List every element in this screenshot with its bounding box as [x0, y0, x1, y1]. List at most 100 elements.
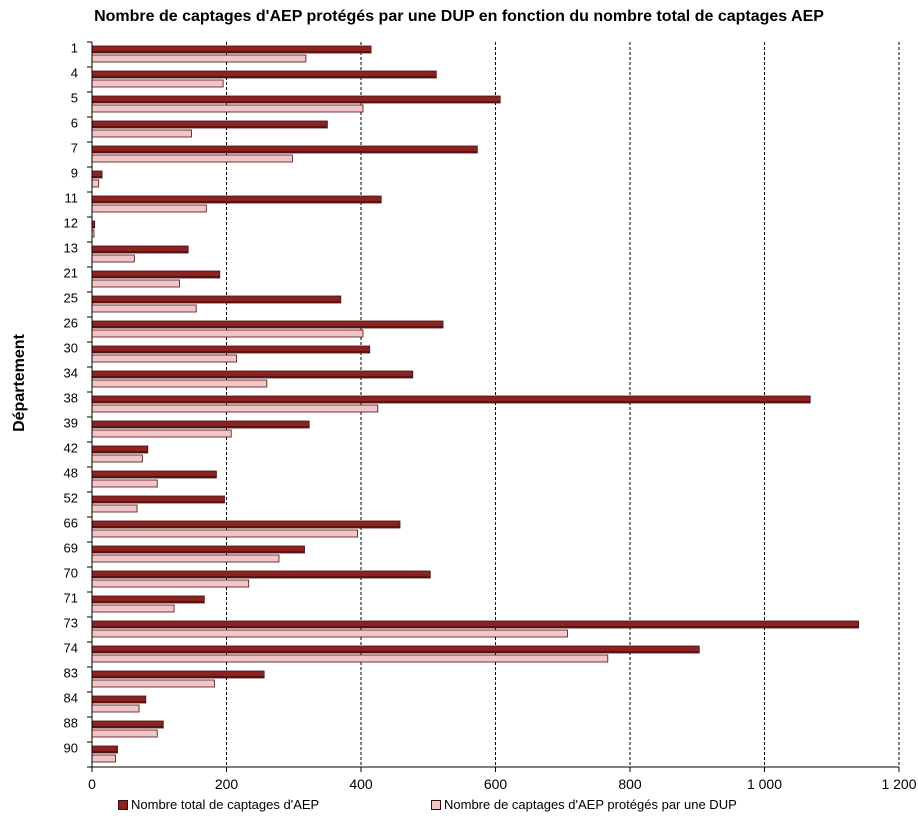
y-tick-label-26: 26 — [64, 316, 78, 331]
y-tick-label-4: 4 — [71, 66, 78, 81]
bar-dup-83 — [91, 679, 215, 688]
bar-total-shade-83 — [92, 676, 265, 678]
x-tick-label-400: 400 — [349, 776, 373, 792]
bar-total-shade-48 — [92, 476, 217, 478]
y-tick-label-38: 38 — [64, 391, 78, 406]
bars — [91, 45, 860, 763]
bar-dup-73 — [91, 629, 568, 638]
legend-item-dup: Nombre de captages d'AEP protégés par un… — [431, 797, 737, 812]
y-axis-title: Département — [11, 334, 28, 432]
x-tick-label-200: 200 — [215, 776, 239, 792]
x-tick-label-800: 800 — [618, 776, 642, 792]
bar-total-shade-1 — [92, 51, 372, 53]
y-tick-label-83: 83 — [64, 666, 78, 681]
y-tick-label-7: 7 — [71, 141, 78, 156]
legend-item-total: Nombre total de captages d'AEP — [118, 797, 319, 812]
y-tick-label-9: 9 — [71, 166, 78, 181]
legend-swatch-total — [118, 799, 128, 810]
y-tick-label-52: 52 — [64, 491, 78, 506]
y-tick-label-6: 6 — [71, 116, 78, 131]
bar-total-shade-42 — [92, 451, 148, 453]
bar-dup-26 — [91, 329, 364, 338]
bar-total-shade-4 — [92, 76, 437, 78]
bar-total-shade-12 — [92, 226, 95, 228]
bar-dup-90 — [91, 754, 116, 763]
bar-dup-5 — [91, 104, 364, 113]
bar-dup-11 — [91, 204, 207, 213]
bar-total-shade-9 — [92, 176, 103, 178]
bar-dup-48 — [91, 479, 158, 488]
tick-labels: 0 200 400 600 800 1 000 1 200 1 4 5 6 7 9 11 12 13 21 25 2… — [64, 41, 917, 793]
bar-total-shade-13 — [92, 251, 189, 253]
bar-dup-42 — [91, 454, 143, 463]
x-tick-label-0: 0 — [88, 776, 96, 792]
bar-total-shade-74 — [92, 651, 700, 653]
bar-total-shade-26 — [92, 326, 444, 328]
axes — [87, 41, 900, 772]
y-tick-label-74: 74 — [64, 641, 78, 656]
bar-total-shade-34 — [92, 376, 413, 378]
gridlines — [226, 42, 900, 767]
y-tick-label-39: 39 — [64, 416, 78, 431]
bar-dup-70 — [91, 579, 250, 588]
y-tick-label-30: 30 — [64, 341, 78, 356]
bar-dup-74 — [91, 654, 609, 663]
bar-dup-21 — [91, 279, 180, 288]
y-tick-label-11: 11 — [65, 191, 79, 206]
bar-total-shade-70 — [92, 576, 431, 578]
bar-total-shade-90 — [92, 751, 118, 753]
y-tick-label-73: 73 — [64, 616, 78, 631]
bar-dup-34 — [91, 379, 268, 388]
x-tick-label-1000: 1 000 — [747, 776, 782, 792]
bar-dup-71 — [91, 604, 175, 613]
y-tick-label-13: 13 — [64, 241, 78, 256]
y-tick-label-42: 42 — [64, 441, 78, 456]
bar-total-shade-73 — [92, 626, 859, 628]
bar-total-shade-52 — [92, 501, 225, 503]
bar-total-shade-69 — [92, 551, 305, 553]
bar-total-shade-7 — [92, 151, 478, 153]
bar-total-shade-88 — [92, 726, 164, 728]
bar-dup-84 — [91, 704, 140, 713]
bar-dup-6 — [91, 129, 192, 138]
bar-total-shade-38 — [92, 401, 811, 403]
bar-total-shade-84 — [92, 701, 146, 703]
legend-label-total: Nombre total de captages d'AEP — [131, 797, 320, 812]
bar-dup-52 — [91, 504, 138, 513]
bar-dup-1 — [91, 54, 307, 63]
bar-dup-9 — [91, 179, 100, 188]
y-tick-label-12: 12 — [64, 216, 78, 231]
y-tick-label-34: 34 — [64, 366, 78, 381]
bar-total-shade-21 — [92, 276, 220, 278]
chart-title: Nombre de captages d'AEP protégés par un… — [94, 8, 824, 25]
y-tick-label-1: 1 — [71, 41, 78, 56]
bar-dup-69 — [91, 554, 280, 563]
bar-total-shade-71 — [92, 601, 205, 603]
bar-dup-30 — [91, 354, 237, 363]
bar-dup-38 — [91, 404, 379, 413]
bar-dup-4 — [91, 79, 224, 88]
y-tick-label-5: 5 — [71, 91, 78, 106]
bar-dup-39 — [91, 429, 232, 438]
y-tick-label-69: 69 — [64, 541, 78, 556]
bar-total-shade-5 — [92, 101, 501, 103]
bar-total-shade-11 — [92, 201, 382, 203]
y-tick-label-70: 70 — [64, 566, 78, 581]
y-tick-label-25: 25 — [64, 291, 78, 306]
y-tick-label-84: 84 — [64, 691, 78, 706]
bar-dup-25 — [91, 304, 197, 313]
bar-dup-88 — [91, 729, 158, 738]
legend-swatch-dup — [431, 799, 441, 810]
y-tick-label-71: 71 — [64, 591, 78, 606]
bar-total-shade-30 — [92, 351, 370, 353]
bar-total-shade-6 — [92, 126, 328, 128]
y-tick-label-90: 90 — [64, 741, 78, 756]
y-tick-label-48: 48 — [64, 466, 78, 481]
bar-total-shade-39 — [92, 426, 310, 428]
bar-dup-13 — [91, 254, 135, 263]
bar-total-shade-66 — [92, 526, 401, 528]
legend-label-dup: Nombre de captages d'AEP protégés par un… — [444, 797, 737, 812]
x-tick-label-1200: 1 200 — [881, 776, 916, 792]
bar-dup-7 — [91, 154, 293, 163]
